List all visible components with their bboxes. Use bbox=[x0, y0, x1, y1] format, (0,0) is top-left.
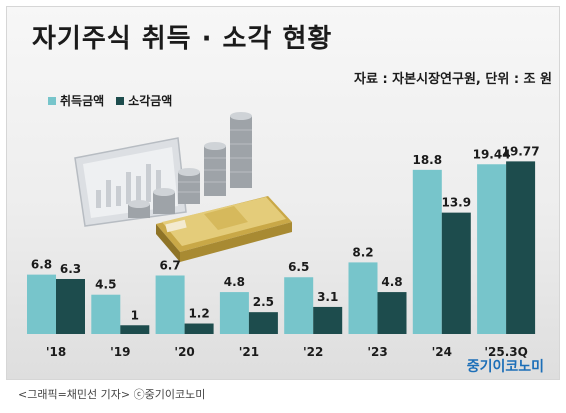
value-label-cancellation-6: 13.9 bbox=[441, 196, 471, 210]
legend-label-acquisition: 취득금액 bbox=[60, 94, 105, 108]
bar-acquisition-0 bbox=[27, 274, 56, 334]
bar-acquisition-4 bbox=[284, 277, 314, 334]
legend: 취득금액 소각금액 bbox=[48, 92, 172, 109]
value-label-acquisition-1: 4.5 bbox=[95, 278, 116, 292]
bar-cancellation-6 bbox=[441, 212, 471, 334]
bar-cancellation-3 bbox=[248, 312, 278, 334]
x-tick-label-4: '22 bbox=[303, 345, 323, 359]
x-tick-labels-group: '18 '19 '20 '21 '22 '23 '24 '25.3Q bbox=[46, 345, 528, 359]
value-label-acquisition-0: 6.8 bbox=[31, 258, 52, 272]
value-label-acquisition-7: 19.44 bbox=[473, 147, 511, 161]
value-label-acquisition-4: 6.5 bbox=[288, 260, 309, 274]
value-label-acquisition-3: 4.8 bbox=[224, 275, 245, 289]
bar-cancellation-5 bbox=[377, 292, 407, 334]
legend-label-cancellation: 소각금액 bbox=[128, 94, 173, 108]
bar-cancellation-7 bbox=[506, 161, 536, 334]
money-illustration bbox=[74, 112, 292, 262]
bar-cancellation-0 bbox=[56, 278, 85, 334]
value-label-cancellation-4: 3.1 bbox=[317, 290, 338, 304]
bar-cancellation-2 bbox=[184, 323, 214, 334]
bar-acquisition-5 bbox=[348, 262, 378, 334]
bar-acquisition-6 bbox=[412, 169, 442, 334]
bar-acquisition-1 bbox=[91, 294, 121, 334]
value-label-cancellation-3: 2.5 bbox=[253, 295, 274, 309]
legend-item-acquisition: 취득금액 bbox=[48, 92, 104, 109]
legend-swatch-cancellation bbox=[116, 96, 125, 105]
bar-acquisition-7 bbox=[477, 164, 507, 334]
banknote-bundle-illustration bbox=[156, 196, 292, 262]
x-tick-label-6: '24 bbox=[432, 345, 452, 359]
bars-group bbox=[27, 161, 536, 334]
coin-stacks-illustration bbox=[128, 112, 252, 218]
bar-acquisition-2 bbox=[155, 275, 185, 334]
value-label-cancellation-2: 1.2 bbox=[188, 307, 209, 321]
x-tick-label-1: '19 bbox=[110, 345, 130, 359]
value-labels-group: 6.8 6.3 4.5 1 6.7 1.2 4.8 2.5 6.5 3.1 8.2 4.8 18.8 13… bbox=[31, 144, 540, 322]
value-label-cancellation-5: 4.8 bbox=[381, 275, 402, 289]
x-tick-label-2: '20 bbox=[174, 345, 194, 359]
x-tick-label-5: '23 bbox=[367, 345, 387, 359]
bar-cancellation-1 bbox=[120, 325, 150, 334]
bar-cancellation-4 bbox=[313, 306, 343, 334]
x-tick-label-7: '25.3Q bbox=[484, 345, 527, 359]
value-label-acquisition-5: 8.2 bbox=[352, 245, 373, 259]
x-tick-label-3: '21 bbox=[239, 345, 259, 359]
value-label-acquisition-6: 18.8 bbox=[412, 153, 442, 167]
value-label-cancellation-7: 19.77 bbox=[502, 144, 540, 158]
x-tick-label-0: '18 bbox=[46, 345, 66, 359]
legend-swatch-acquisition bbox=[48, 96, 56, 105]
bar-acquisition-3 bbox=[219, 292, 249, 334]
value-label-cancellation-0: 6.3 bbox=[60, 262, 81, 276]
value-label-cancellation-1: 1 bbox=[131, 308, 139, 322]
legend-item-cancellation: 소각금액 bbox=[116, 92, 172, 109]
brand-logo: 중기이코노미 bbox=[466, 359, 544, 375]
source-note: 자료 : 자본시장연구원, 단위 : 조 원 bbox=[354, 72, 552, 87]
chart-title: 자기주식 취득 · 소각 현황 bbox=[32, 24, 333, 54]
value-label-acquisition-2: 6.7 bbox=[159, 258, 180, 272]
image-caption: <그래픽=채민선 기자> ⓒ중기이코노미 bbox=[18, 388, 206, 401]
